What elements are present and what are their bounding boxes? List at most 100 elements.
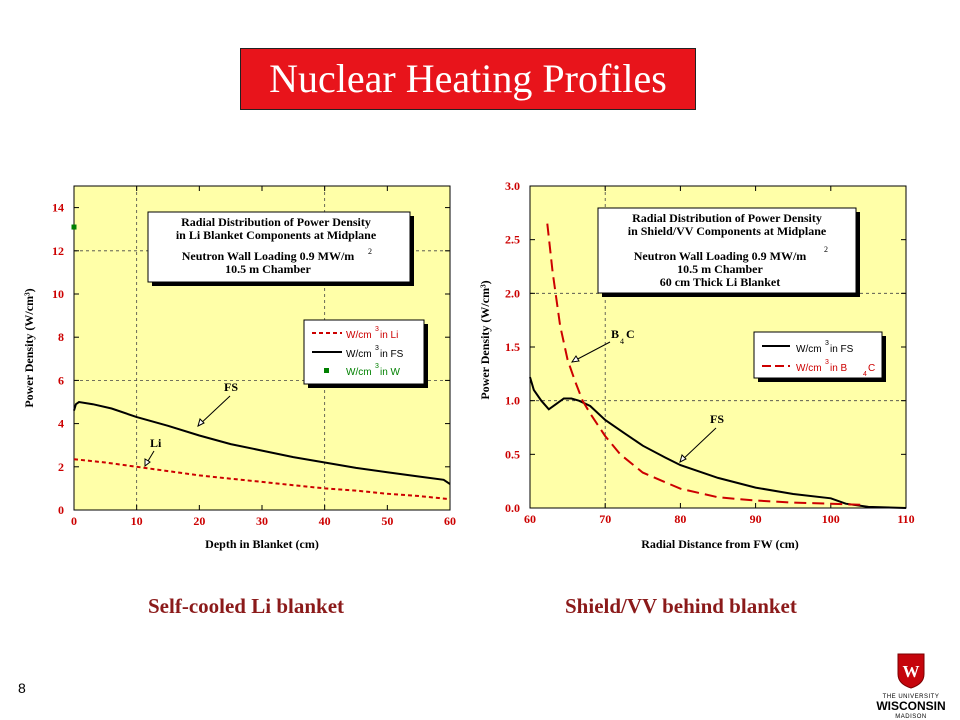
x-tick-label: 30: [256, 514, 268, 528]
y-tick-label: 2.0: [505, 286, 520, 300]
legend-shadow: [424, 324, 428, 388]
x-tick-label: 60: [444, 514, 456, 528]
x-tick-label: 40: [319, 514, 331, 528]
page-number: 8: [18, 680, 26, 696]
arrow-b4c: [571, 341, 611, 363]
logo-line-2: WISCONSIN: [876, 699, 945, 713]
annotation-box: [597, 207, 857, 294]
annotation-line-2: in Shield/VV Components at Midplane: [628, 224, 827, 238]
university-logo: W THE UNIVERSITY WISCONSIN MADISON: [876, 653, 946, 720]
y-tick-label: 0.0: [505, 501, 520, 515]
legend-w-post: in W: [380, 367, 401, 378]
x-tick-label: 90: [750, 512, 762, 526]
series-group: [71, 224, 451, 501]
legend-fs-pre: W/cm: [346, 349, 372, 360]
legend-w-sup: 3: [375, 363, 379, 370]
y-tick-labels: 0 2 4 6 8 10 12 14: [52, 201, 450, 517]
y-tick-label: 1.0: [505, 394, 520, 408]
arrowhead-li: [144, 458, 151, 468]
annotation-line-4: 10.5 m Chamber: [677, 262, 763, 276]
y-tick-labels: 0.0 0.5 1.0 1.5 2.0 2.5 3.0: [505, 179, 906, 515]
label-b4c-sub: 4: [620, 337, 624, 346]
page-title: Nuclear Heating Profiles: [269, 56, 667, 101]
legend-fs-post: in FS: [830, 344, 854, 355]
logo-line-3: MADISON: [895, 714, 927, 720]
annotation-line-4: 10.5 m Chamber: [225, 262, 311, 276]
chart-li-blanket: 0 2 4 6 8 10 12 14 0 10 20 30 40 50 60 Power Density …: [22, 185, 456, 551]
legend-b4c-post: in B: [830, 363, 848, 374]
arrowhead-fs: [197, 418, 205, 427]
arrowhead-fs: [679, 454, 687, 463]
legend-b4c-sub: 4: [863, 371, 867, 378]
label-b4c-c: C: [626, 327, 635, 341]
y-tick-label: 4: [58, 417, 64, 431]
data-point-w: [71, 224, 77, 230]
annotation-line-3-sup: 2: [368, 247, 372, 256]
x-tick-label: 80: [674, 512, 686, 526]
caption-right: Shield/VV behind blanket: [565, 594, 797, 618]
crest-letter: W: [903, 662, 920, 681]
arrowhead-b4c: [570, 355, 580, 363]
legend-li-post: in Li: [380, 330, 398, 341]
y-tick-label: 2: [58, 460, 64, 474]
x-tick-label: 0: [71, 514, 77, 528]
y-tick-label: 14: [52, 201, 64, 215]
series-line-w-cm3-in-b4c: [546, 223, 861, 506]
y-tick-label: 6: [58, 373, 64, 387]
legend-shadow-bottom: [308, 384, 428, 388]
legend-li-sup: 3: [375, 326, 379, 333]
legend-w-pre: W/cm: [346, 367, 372, 378]
annotation-line-1: Radial Distribution of Power Density: [632, 211, 822, 225]
series-line-w-cm3-in-li: [73, 458, 451, 501]
arrow-fs: [197, 395, 231, 427]
legend-fs-post: in FS: [380, 349, 404, 360]
label-li: Li: [150, 436, 162, 450]
arrow-fs: [679, 427, 717, 463]
legend-fs-sup: 3: [825, 340, 829, 347]
y-tick-label: 1.5: [505, 340, 520, 354]
x-axis-label: Depth in Blanket (cm): [205, 537, 319, 551]
series-group: [529, 223, 907, 509]
series-line-w-cm3-in-fs: [73, 400, 451, 485]
x-tick-labels: 60 70 80 90 100 110: [524, 186, 915, 526]
legend-swatch-w: [324, 368, 329, 373]
x-tick-label: 110: [897, 512, 914, 526]
annotation-line-3: Neutron Wall Loading 0.9 MW/m: [182, 249, 355, 263]
crest-icon: [897, 653, 925, 689]
caption-left: Self-cooled Li blanket: [148, 594, 345, 618]
y-tick-label: 3.0: [505, 179, 520, 193]
legend-b4c-post2: C: [868, 363, 875, 374]
legend-b4c-sup: 3: [825, 359, 829, 366]
title-banner: Nuclear Heating Profiles: [240, 48, 696, 110]
x-tick-label: 60: [524, 512, 536, 526]
x-tick-label: 20: [193, 514, 205, 528]
y-tick-label: 0: [58, 503, 64, 517]
label-fs: FS: [224, 380, 238, 394]
y-axis-label: Power Density (W/cm³): [22, 288, 36, 407]
legend-fs-sup: 3: [375, 345, 379, 352]
annotation-line-1: Radial Distribution of Power Density: [181, 215, 371, 229]
x-axis-label: Radial Distance from FW (cm): [641, 537, 799, 551]
legend-shadow: [882, 336, 886, 382]
label-b4c-b: B: [611, 327, 619, 341]
y-tick-label: 2.5: [505, 233, 520, 247]
y-tick-label: 10: [52, 287, 64, 301]
y-tick-label: 8: [58, 330, 64, 344]
x-tick-label: 70: [599, 512, 611, 526]
y-axis-label: Power Density (W/cm³): [478, 280, 492, 399]
legend-li-pre: W/cm: [346, 330, 372, 341]
y-tick-label: 0.5: [505, 447, 520, 461]
legend-b4c-pre: W/cm: [796, 363, 822, 374]
annotation-line-2: in Li Blanket Components at Midplane: [176, 228, 377, 242]
annotation-line-3-sup: 2: [824, 245, 828, 254]
annotation-box-shadow: [856, 212, 860, 297]
annotation-box-shadow-bottom: [152, 282, 414, 286]
annotation-line-3: Neutron Wall Loading 0.9 MW/m: [634, 249, 807, 263]
x-tick-label: 10: [131, 514, 143, 528]
legend-shadow-bottom: [758, 378, 886, 382]
y-tick-label: 12: [52, 244, 64, 258]
logo-line-1: THE UNIVERSITY: [883, 694, 940, 700]
x-tick-labels: 0 10 20 30 40 50 60: [71, 186, 456, 528]
annotation-box: [147, 211, 411, 283]
annotation-box-shadow-bottom: [602, 293, 860, 297]
